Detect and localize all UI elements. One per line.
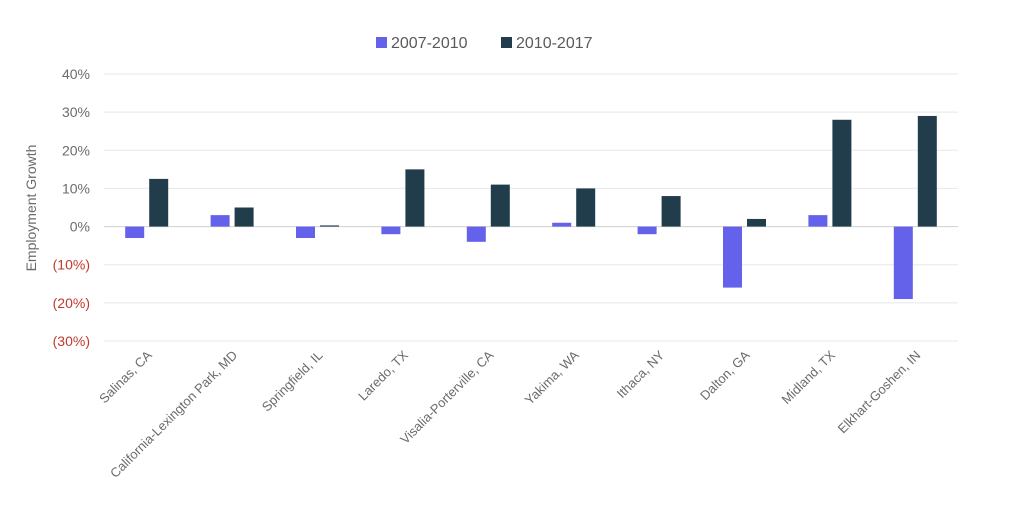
bar-series-1 bbox=[210, 215, 230, 227]
bar-series-2 bbox=[490, 184, 510, 227]
x-tick-label: Yakima, WA bbox=[522, 347, 582, 407]
bar-series-2 bbox=[320, 225, 339, 227]
y-axis-ticks: 40% 30% 20% 10% 0% (10%) (20%) (30%) bbox=[53, 66, 90, 349]
y-tick-label: (10%) bbox=[53, 257, 90, 273]
x-tick-label: Laredo, TX bbox=[355, 347, 411, 403]
bar-series-2 bbox=[405, 169, 425, 227]
bar-series-1 bbox=[637, 226, 657, 235]
y-tick-label: 0% bbox=[70, 219, 90, 235]
legend-swatch bbox=[376, 37, 387, 48]
legend-label: 2007-2010 bbox=[391, 35, 468, 52]
bar-series-2 bbox=[149, 178, 169, 227]
x-tick-label: Dalton, GA bbox=[697, 347, 753, 403]
bar-series-2 bbox=[661, 196, 681, 227]
bar-series-2 bbox=[234, 207, 254, 227]
x-tick-label: Springfield, IL bbox=[259, 348, 326, 415]
bar-series-2 bbox=[917, 115, 937, 227]
legend-swatch bbox=[501, 37, 512, 48]
bar-series-1 bbox=[723, 226, 742, 288]
y-tick-label: 40% bbox=[62, 66, 90, 82]
y-tick-label: 30% bbox=[62, 104, 90, 120]
x-tick-label: Salinas, CA bbox=[96, 347, 155, 406]
y-tick-label: 10% bbox=[62, 180, 90, 196]
y-tick-label: (20%) bbox=[53, 295, 90, 311]
bar-series-1 bbox=[893, 226, 913, 300]
bar-series-1 bbox=[381, 226, 401, 235]
chart-gridlines bbox=[104, 73, 958, 342]
x-tick-label: Midland, TX bbox=[779, 347, 839, 407]
bar-series-1 bbox=[552, 222, 572, 227]
chart-bars bbox=[125, 115, 937, 300]
bar-series-1 bbox=[296, 226, 315, 239]
bar-series-2 bbox=[747, 218, 766, 227]
x-tick-label: Ithaca, NY bbox=[614, 347, 668, 401]
x-tick-label: Visalia-Porterville, CA bbox=[397, 347, 497, 447]
bar-series-1 bbox=[125, 226, 145, 239]
y-tick-label: (30%) bbox=[53, 333, 90, 349]
legend-label: 2010-2017 bbox=[516, 35, 593, 52]
bar-series-2 bbox=[832, 119, 852, 227]
bar-series-1 bbox=[808, 215, 828, 227]
chart-legend: 2007-2010 2010-2017 bbox=[376, 35, 593, 52]
bar-series-1 bbox=[466, 226, 486, 242]
x-tick-label: Elkhart-Goshen, IN bbox=[835, 348, 924, 437]
bar-series-2 bbox=[576, 188, 596, 227]
y-tick-label: 20% bbox=[62, 142, 90, 158]
y-axis-label: Employment Growth bbox=[23, 145, 39, 272]
